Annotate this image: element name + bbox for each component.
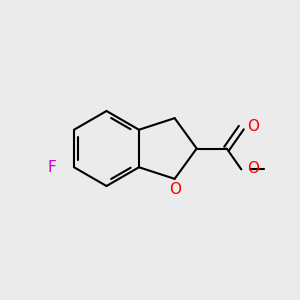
Text: O: O bbox=[169, 182, 181, 197]
Text: F: F bbox=[47, 160, 56, 175]
Text: O: O bbox=[247, 161, 259, 176]
Text: O: O bbox=[247, 119, 259, 134]
